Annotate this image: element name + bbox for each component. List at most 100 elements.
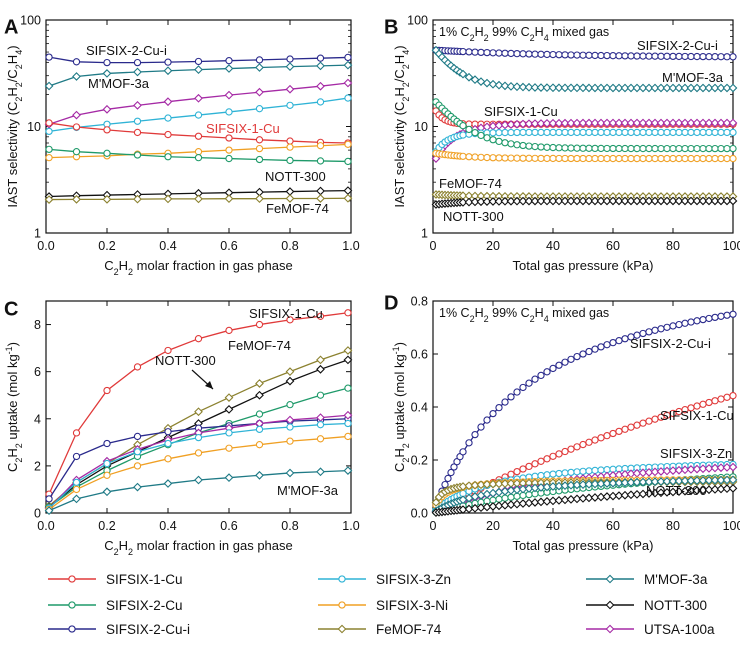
data-point — [495, 495, 503, 503]
data-point — [669, 322, 677, 330]
data-point — [555, 450, 563, 458]
data-point — [579, 440, 587, 449]
data-point — [501, 398, 509, 406]
data-point — [194, 93, 203, 103]
data-point — [344, 432, 352, 441]
data-point — [626, 118, 636, 128]
data-point — [710, 196, 720, 206]
series-annotation: SIFSIX-1-Cu — [660, 408, 734, 423]
data-point — [344, 94, 352, 102]
x-tick-label: 60 — [606, 239, 620, 253]
series-annotation: FeMOF-74 — [439, 176, 502, 191]
data-point — [285, 62, 295, 71]
data-point — [656, 488, 666, 498]
data-point — [579, 128, 587, 137]
data-point — [459, 131, 467, 139]
data-point — [644, 489, 654, 498]
data-point — [225, 429, 233, 437]
data-point — [620, 83, 630, 93]
data-point — [578, 480, 588, 489]
data-point — [657, 325, 665, 333]
data-point — [512, 119, 522, 129]
data-point — [554, 196, 564, 206]
data-point — [316, 142, 325, 150]
data-point — [620, 118, 630, 128]
data-point — [103, 126, 111, 134]
data-point — [554, 83, 564, 93]
data-point — [717, 154, 725, 163]
data-point — [477, 153, 485, 161]
data-point — [681, 144, 689, 153]
data-point — [194, 111, 203, 119]
data-point — [705, 53, 713, 61]
data-point — [103, 149, 111, 157]
data-point — [633, 52, 641, 60]
data-point — [554, 481, 564, 491]
data-point — [495, 403, 503, 412]
data-point — [164, 346, 172, 355]
data-point — [699, 144, 707, 153]
data-point — [343, 410, 353, 420]
data-point — [45, 153, 53, 162]
series-sifsix-1-cu — [45, 309, 352, 498]
data-point — [645, 128, 653, 137]
data-point — [512, 196, 522, 206]
data-point — [566, 480, 576, 490]
data-point — [681, 154, 689, 163]
data-point — [103, 386, 111, 395]
data-point — [590, 479, 600, 489]
x-tick-label: 0.8 — [281, 519, 298, 533]
legend-item: M'MOF-3a — [586, 572, 708, 587]
data-point — [470, 75, 480, 85]
data-point — [591, 144, 599, 153]
data-point — [687, 318, 695, 326]
data-point — [680, 486, 690, 496]
data-point — [286, 101, 294, 109]
data-point — [531, 128, 539, 137]
data-point — [543, 154, 551, 163]
data-point — [450, 463, 458, 471]
data-point — [494, 196, 504, 206]
data-point — [255, 320, 264, 329]
data-point — [681, 319, 689, 327]
data-point — [477, 48, 485, 57]
data-point — [506, 196, 516, 206]
data-point — [711, 128, 719, 137]
data-point — [476, 77, 486, 86]
data-point — [164, 130, 172, 139]
data-point — [663, 323, 671, 331]
series-m-mof-3a — [431, 475, 738, 516]
data-point — [698, 196, 708, 206]
data-point — [72, 58, 81, 66]
data-point — [483, 153, 491, 162]
data-point — [255, 425, 264, 434]
data-point — [482, 197, 492, 206]
data-point — [458, 69, 468, 79]
series-sifsix-3-zn — [45, 419, 352, 512]
data-point — [584, 83, 594, 93]
data-point — [590, 196, 600, 206]
data-point — [477, 423, 485, 431]
data-point — [603, 341, 611, 349]
data-point — [524, 82, 534, 92]
data-point — [286, 437, 294, 445]
data-point — [488, 197, 498, 206]
data-point — [692, 196, 702, 206]
data-point — [471, 153, 479, 161]
data-point — [573, 468, 581, 476]
data-point — [626, 83, 636, 93]
data-point — [194, 449, 203, 457]
data-point — [44, 506, 54, 516]
data-point — [687, 144, 695, 153]
data-point — [603, 432, 611, 440]
data-point — [578, 196, 588, 206]
panel-label: B — [384, 17, 398, 39]
data-point — [615, 154, 623, 163]
data-point — [483, 416, 491, 424]
data-point — [638, 118, 648, 128]
data-point — [728, 118, 738, 128]
data-point — [621, 335, 629, 343]
data-point — [560, 83, 570, 93]
data-point — [722, 196, 732, 206]
data-point — [662, 476, 672, 486]
